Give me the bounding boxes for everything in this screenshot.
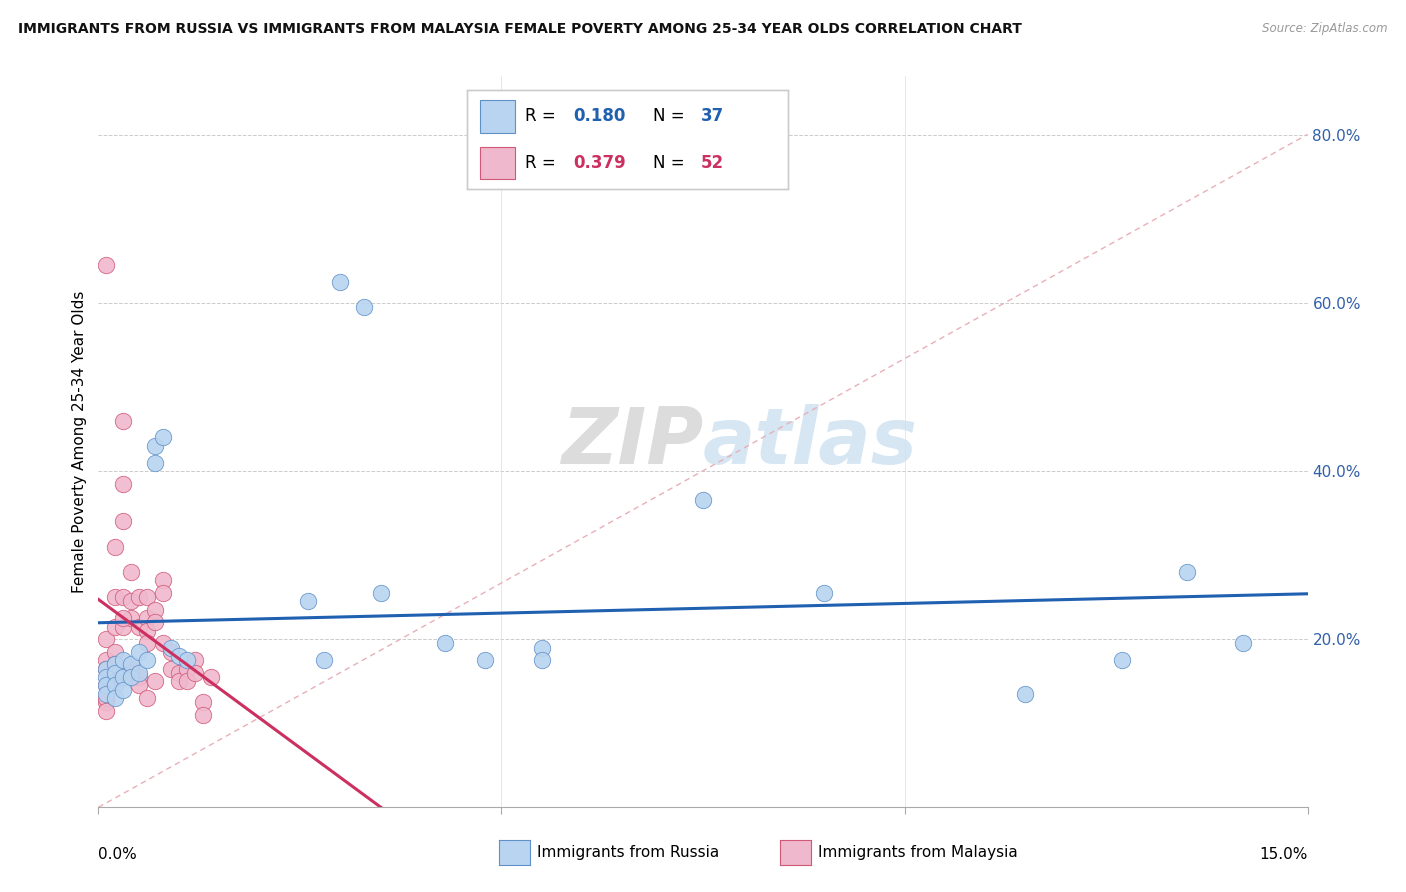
Point bbox=[530, 640, 553, 655]
Point bbox=[111, 515, 134, 529]
Text: Immigrants from Malaysia: Immigrants from Malaysia bbox=[818, 846, 1018, 860]
Point bbox=[128, 678, 150, 692]
Point bbox=[111, 682, 134, 697]
Point bbox=[193, 707, 215, 722]
Point bbox=[813, 586, 835, 600]
Point bbox=[152, 430, 174, 444]
Point bbox=[314, 653, 336, 667]
Point bbox=[297, 594, 319, 608]
Point bbox=[111, 413, 134, 427]
Point bbox=[1111, 653, 1133, 667]
Point bbox=[111, 670, 134, 684]
Point bbox=[370, 586, 392, 600]
Point bbox=[96, 653, 118, 667]
Text: 15.0%: 15.0% bbox=[1260, 847, 1308, 863]
Point bbox=[135, 590, 157, 604]
Point bbox=[143, 456, 166, 470]
Point bbox=[120, 670, 142, 684]
Point bbox=[96, 678, 118, 692]
Point bbox=[103, 645, 125, 659]
Point bbox=[1232, 636, 1254, 650]
Point bbox=[1175, 565, 1198, 579]
Point bbox=[135, 636, 157, 650]
Point bbox=[128, 619, 150, 633]
Point bbox=[120, 565, 142, 579]
Point bbox=[135, 611, 157, 625]
Point bbox=[474, 653, 496, 667]
Point bbox=[103, 590, 125, 604]
Point bbox=[103, 540, 125, 554]
Point bbox=[143, 603, 166, 617]
Point bbox=[120, 657, 142, 672]
Point bbox=[135, 653, 157, 667]
Point bbox=[111, 611, 134, 625]
Point bbox=[128, 670, 150, 684]
Point bbox=[143, 615, 166, 630]
Point bbox=[143, 439, 166, 453]
Point bbox=[120, 611, 142, 625]
Point bbox=[120, 665, 142, 680]
Point bbox=[135, 690, 157, 705]
Point bbox=[103, 670, 125, 684]
Point bbox=[96, 690, 118, 705]
Point bbox=[103, 690, 125, 705]
Point bbox=[200, 670, 222, 684]
Point bbox=[160, 645, 183, 659]
Point bbox=[128, 665, 150, 680]
Point bbox=[329, 275, 352, 289]
Point bbox=[96, 695, 118, 709]
Point bbox=[103, 619, 125, 633]
Point bbox=[103, 678, 125, 692]
Text: 0.0%: 0.0% bbox=[98, 847, 138, 863]
Point bbox=[103, 657, 125, 672]
Point bbox=[96, 678, 118, 692]
Point bbox=[120, 594, 142, 608]
Point bbox=[152, 636, 174, 650]
Point bbox=[111, 619, 134, 633]
Point bbox=[176, 661, 198, 675]
Text: atlas: atlas bbox=[703, 403, 918, 480]
Point bbox=[96, 687, 118, 701]
Point bbox=[103, 665, 125, 680]
Point bbox=[120, 661, 142, 675]
Point bbox=[96, 670, 118, 684]
Point bbox=[530, 653, 553, 667]
Point bbox=[96, 661, 118, 675]
Y-axis label: Female Poverty Among 25-34 Year Olds: Female Poverty Among 25-34 Year Olds bbox=[72, 291, 87, 592]
Point bbox=[96, 704, 118, 718]
Point bbox=[103, 657, 125, 672]
Point bbox=[103, 674, 125, 689]
Point bbox=[167, 648, 190, 663]
Point bbox=[152, 586, 174, 600]
Point bbox=[184, 665, 207, 680]
Text: ZIP: ZIP bbox=[561, 403, 703, 480]
Point bbox=[111, 653, 134, 667]
Point bbox=[143, 674, 166, 689]
Point bbox=[152, 574, 174, 588]
Point bbox=[128, 590, 150, 604]
Point bbox=[434, 636, 457, 650]
Point bbox=[111, 590, 134, 604]
Point bbox=[353, 300, 375, 314]
Point bbox=[1014, 687, 1036, 701]
Point bbox=[96, 661, 118, 675]
Point bbox=[176, 653, 198, 667]
Text: Immigrants from Russia: Immigrants from Russia bbox=[537, 846, 720, 860]
Point bbox=[128, 645, 150, 659]
Point bbox=[96, 258, 118, 272]
Point bbox=[184, 653, 207, 667]
Point bbox=[193, 695, 215, 709]
Text: Source: ZipAtlas.com: Source: ZipAtlas.com bbox=[1263, 22, 1388, 36]
Point bbox=[160, 640, 183, 655]
Point bbox=[111, 476, 134, 491]
Text: IMMIGRANTS FROM RUSSIA VS IMMIGRANTS FROM MALAYSIA FEMALE POVERTY AMONG 25-34 YE: IMMIGRANTS FROM RUSSIA VS IMMIGRANTS FRO… bbox=[18, 22, 1022, 37]
Point bbox=[692, 493, 714, 508]
Point bbox=[167, 665, 190, 680]
Point bbox=[167, 674, 190, 689]
Point bbox=[176, 674, 198, 689]
Point bbox=[160, 661, 183, 675]
Point bbox=[135, 624, 157, 638]
Point bbox=[96, 632, 118, 646]
